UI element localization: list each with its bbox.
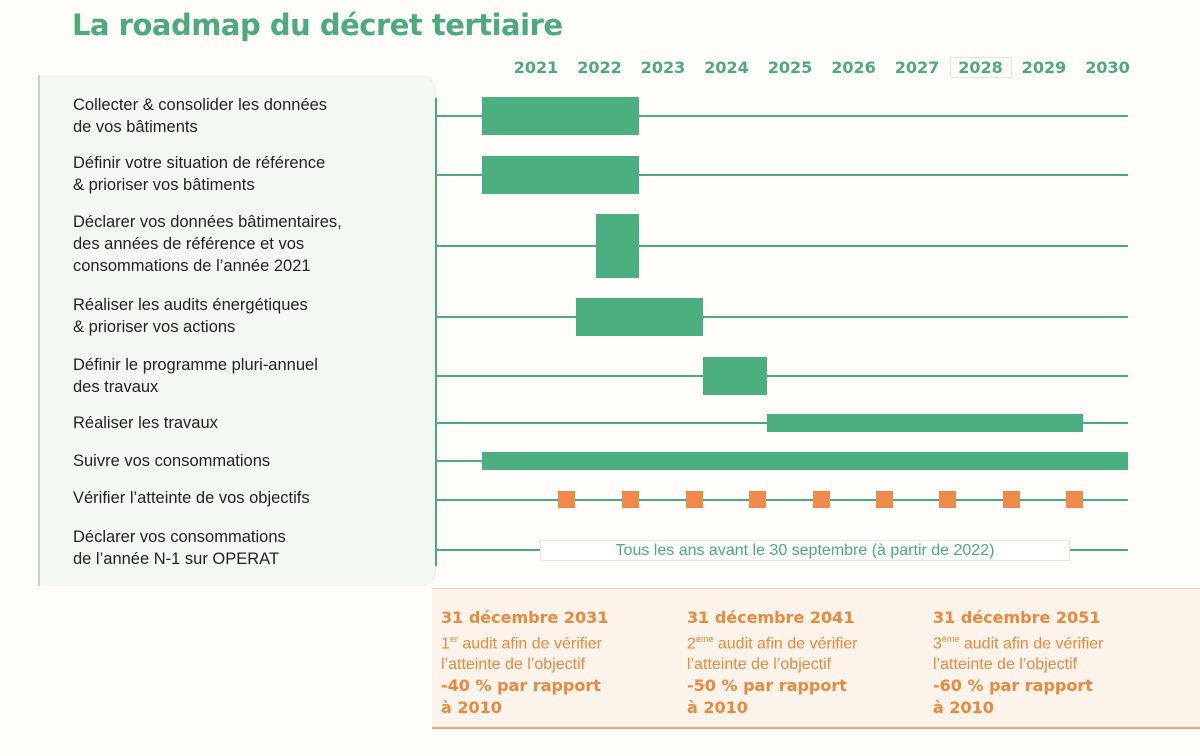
milestone-target: -50 % par rapport à 2010 (687, 676, 847, 718)
year-label-2030: 2030 (1085, 58, 1130, 77)
gantt-bar (482, 97, 639, 135)
task-label-works: Réaliser les travaux (73, 414, 218, 432)
milestone-2041: 31 décembre 2041 2ème audit afin de véri… (687, 607, 927, 719)
year-label-2028: 2028 (951, 58, 1011, 77)
audit-marker (876, 491, 893, 508)
year-label-2027: 2027 (894, 58, 940, 77)
year-label-2026: 2026 (831, 58, 876, 77)
milestone-audit-line: 1er audit afin de vérifier (441, 629, 681, 654)
gantt-bar (767, 414, 1083, 432)
milestone-target: -60 % par rapport à 2010 (933, 676, 1093, 718)
milestone-ordinal-suffix: ème (695, 634, 714, 644)
task-label-verify: Vérifier l’atteinte de vos objectifs (73, 489, 310, 507)
milestone-date: 31 décembre 2041 (687, 608, 855, 627)
milestone-date: 31 décembre 2031 (441, 608, 609, 627)
task-label-declare-data: Déclarer vos données bâtimentaires, des … (73, 213, 342, 275)
operat-annual-note: Tous les ans avant le 30 septembre (à pa… (540, 540, 1070, 561)
gantt-bar (482, 452, 1128, 470)
audit-marker (749, 491, 766, 508)
year-label-2029: 2029 (1021, 58, 1067, 77)
gantt-chart (435, 97, 1128, 566)
milestone-target: -40 % par rapport à 2010 (441, 676, 601, 718)
year-label-2024: 2024 (704, 58, 749, 77)
audit-marker (622, 491, 639, 508)
gantt-bar (596, 214, 639, 278)
page-title: La roadmap du décret tertiaire (72, 8, 563, 42)
milestone-audit-text: audit afin de vérifier (959, 635, 1104, 653)
year-label-2025: 2025 (767, 58, 813, 77)
gantt-bar (703, 357, 767, 395)
milestone-audit-line: 3ème audit afin de vérifier (933, 629, 1173, 654)
gantt-bar (576, 298, 703, 336)
milestone-ordinal: 1 (441, 635, 450, 653)
milestone-ordinal-suffix: er (449, 634, 458, 644)
task-label-operat: Déclarer vos consommations de l’année N-… (73, 528, 286, 568)
milestone-2031: 31 décembre 2031 1er audit afin de vérif… (441, 607, 681, 719)
milestone-audit-line: 2ème audit afin de vérifier (687, 629, 927, 654)
milestone-2051: 31 décembre 2051 3ème audit afin de véri… (933, 607, 1173, 719)
audit-marker (686, 491, 703, 508)
milestones-panel: 31 décembre 2031 1er audit afin de vérif… (432, 588, 1200, 729)
gantt-bar (482, 156, 639, 194)
year-label-2023: 2023 (640, 58, 686, 77)
audit-marker (813, 491, 830, 508)
milestone-objective-text: l’atteinte de l’objectif (441, 656, 586, 674)
milestone-audit-text: audit afin de vérifier (457, 635, 602, 653)
task-label-reference: Définir votre situation de référence & p… (73, 154, 326, 194)
year-label-2022: 2022 (577, 58, 622, 77)
audit-marker (558, 491, 575, 508)
milestone-ordinal-suffix: ème (941, 634, 960, 644)
task-panel (38, 75, 436, 586)
audit-marker (1066, 491, 1083, 508)
task-label-collect: Collecter & consolider les données de vo… (73, 96, 328, 136)
year-label-2021: 2021 (513, 58, 559, 77)
audit-marker (939, 491, 956, 508)
task-label-audits: Réaliser les audits énergétiques & prior… (73, 296, 308, 336)
milestone-objective-text: l’atteinte de l’objectif (933, 656, 1078, 674)
task-label-monitor: Suivre vos consommations (73, 452, 271, 470)
milestone-date: 31 décembre 2051 (933, 608, 1101, 627)
milestone-ordinal: 3 (933, 635, 942, 653)
milestone-audit-text: audit afin de vérifier (713, 635, 858, 653)
audit-marker (1003, 491, 1020, 508)
milestone-ordinal: 2 (687, 635, 696, 653)
milestone-objective-text: l’atteinte de l’objectif (687, 656, 832, 674)
task-label-program: Définir le programme pluri-annuel des tr… (73, 356, 318, 396)
